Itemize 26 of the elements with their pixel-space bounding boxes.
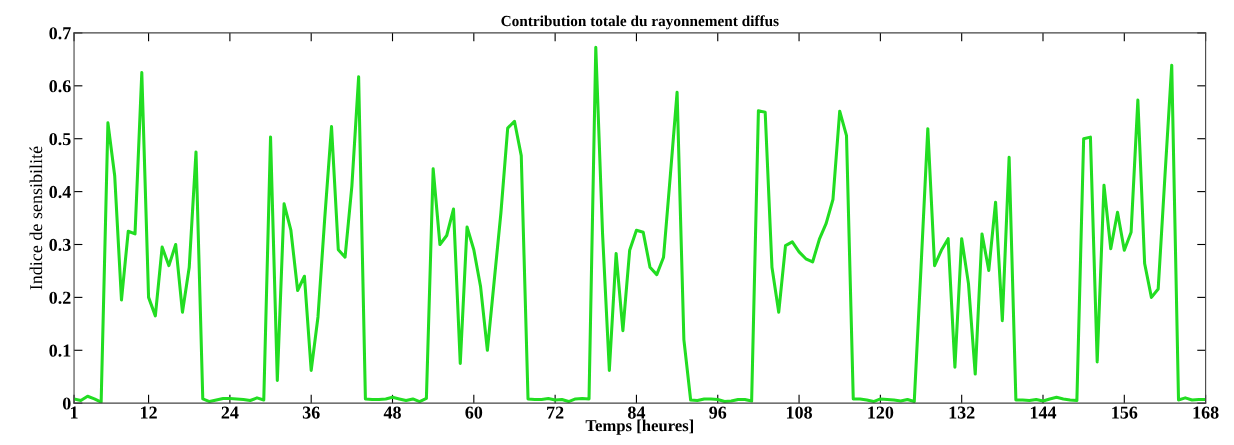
x-tick-label: 48 (383, 406, 401, 419)
y-tick-label: 0.3 (49, 238, 71, 252)
x-tick-label: 108 (786, 406, 813, 419)
y-tick-label: 0.1 (49, 344, 71, 357)
x-tick-label: 132 (949, 406, 975, 419)
x-tick-label: 120 (868, 406, 894, 419)
y-tick-label: 0.2 (49, 291, 71, 304)
chart-title: Contribution totale du rayonnement diffus (501, 15, 779, 30)
x-tick-label: 144 (1030, 406, 1057, 419)
y-axis-title: Indice de sensibilité (29, 146, 43, 290)
y-tick-label: 0 (62, 397, 71, 410)
x-axis-title: Temps [heures] (585, 419, 693, 435)
y-tick-label: 0.6 (49, 80, 71, 93)
x-tick-label: 24 (221, 406, 239, 419)
x-tick-label: 36 (302, 406, 320, 419)
x-tick-label: 1 (70, 406, 78, 419)
x-tick-label: 60 (465, 406, 483, 419)
x-tick-label: 96 (709, 406, 727, 419)
x-tick-label: 72 (547, 406, 564, 419)
x-tick-label: 12 (140, 406, 157, 419)
x-tick-label: 84 (628, 406, 646, 419)
y-tick-label: 0.7 (49, 27, 71, 40)
y-tick-label: 0.5 (49, 132, 71, 146)
x-tick-label: 156 (1112, 406, 1138, 419)
y-tick-label: 0.4 (49, 185, 71, 199)
x-tick-label: 168 (1193, 406, 1219, 419)
